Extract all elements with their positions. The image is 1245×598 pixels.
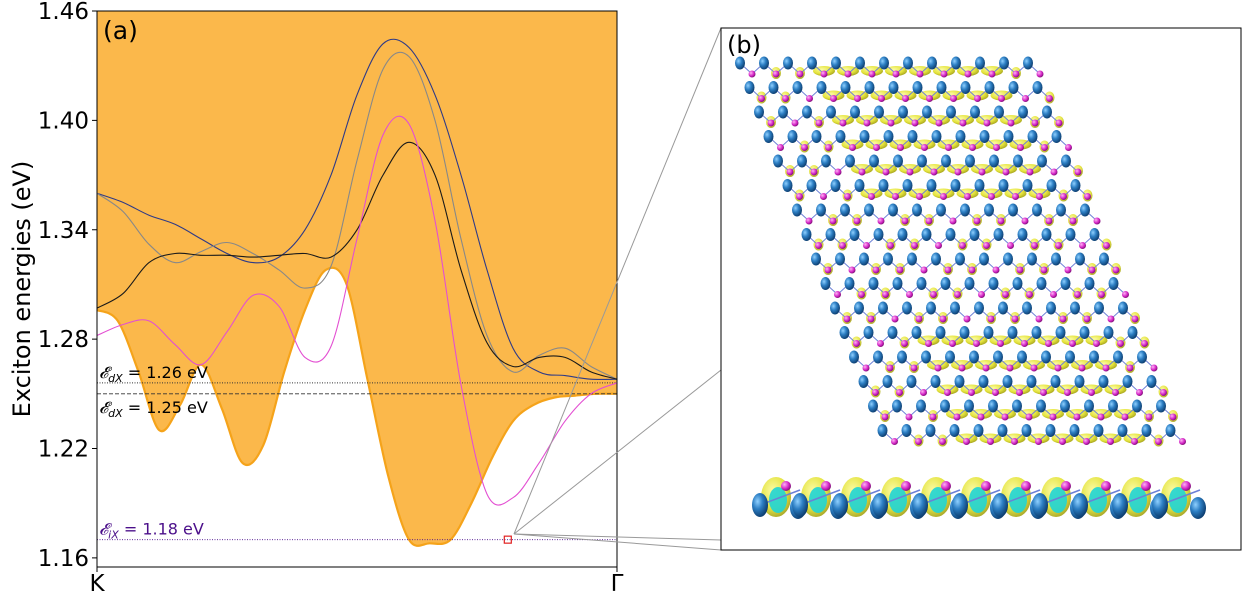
lower-band-edge: [97, 266, 617, 547]
series-line-2: [97, 141, 617, 380]
series-line-1: [97, 51, 617, 380]
y-axis-ticks: 1.16 1.22 1.28 1.34 1.40 1.46: [38, 0, 97, 572]
plot-frame: [96, 10, 618, 568]
panel-b-label: (b): [727, 31, 761, 59]
y-axis-label: Exciton energies (eV): [8, 161, 36, 418]
y-tick-label-4: 1.40: [38, 108, 89, 134]
panel-b: (b): [720, 27, 1242, 551]
reference-line-label-1: 𝓔dX = 1.25 eV: [99, 398, 208, 420]
y-tick-label-0: 1.16: [38, 546, 89, 572]
series-lines: [97, 38, 617, 506]
crystal-lattice-top-view: [735, 56, 1186, 447]
series-line-3: [97, 115, 617, 506]
panel-b-frame: [720, 27, 1242, 551]
panel-a-label: (a): [103, 16, 138, 45]
reference-lines: [97, 382, 617, 541]
x-tick-label-0: K: [89, 571, 105, 597]
x-tick-label-1: Γ: [611, 571, 624, 597]
filled-band-area: [97, 11, 617, 546]
reference-line-label-0: 𝓔dX = 1.26 eV: [99, 363, 208, 385]
y-tick-label-5: 1.46: [38, 0, 89, 25]
y-tick-label-3: 1.34: [38, 218, 89, 244]
y-tick-label-2: 1.28: [38, 327, 89, 353]
minimum-marker: [503, 535, 512, 544]
crystal-lattice-side-view: [752, 477, 1206, 519]
zoom-connectors: [513, 27, 722, 551]
y-tick-label-1: 1.22: [38, 437, 89, 463]
reference-line-label-2: 𝓔iX = 1.18 eV: [99, 520, 204, 542]
